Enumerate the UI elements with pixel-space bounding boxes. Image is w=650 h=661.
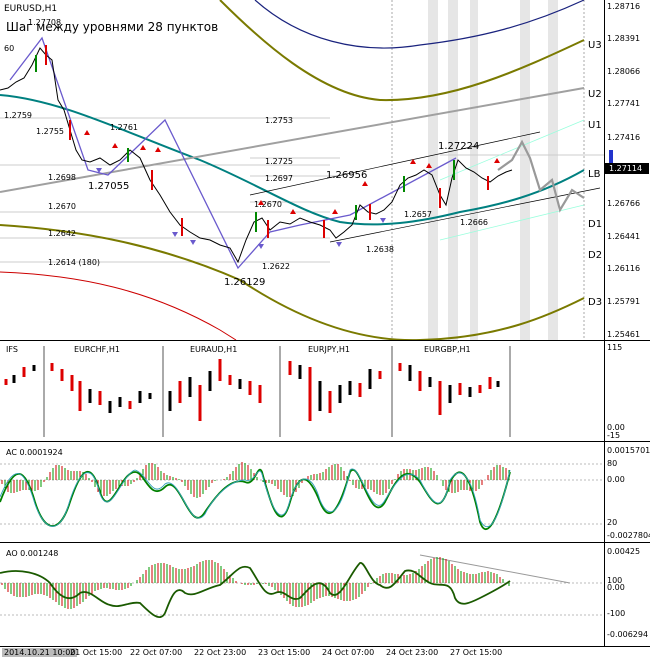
price-label: 1.2753 <box>265 116 293 125</box>
band-label: D3 <box>588 297 603 308</box>
price-label: 1.2670 <box>254 200 282 209</box>
ao-title: AO 0.001248 <box>6 549 59 558</box>
basket-canvas <box>4 346 511 437</box>
ac-axis[interactable]: 0.0015701 80 0.00 20 -0.0027804 <box>604 442 650 542</box>
price-label: 1.27708 <box>28 18 62 27</box>
axis-tick: -0.0027804 <box>607 531 650 540</box>
axis-tick: 0.00 <box>607 423 625 432</box>
basket-symbol: EURCHF,H1 <box>74 345 120 354</box>
axis-tick: 80 <box>607 459 618 468</box>
axis-tick: 0.00 <box>607 583 625 592</box>
basket-symbol: EURGBP,H1 <box>424 345 471 354</box>
axis-tick: 0.00 <box>607 475 625 484</box>
price-label: 1.2761 <box>110 123 138 132</box>
main-chart-pane[interactable]: EURUSD,H1 Шаг между уровнями 28 пунктов … <box>0 0 604 340</box>
price-label: 1.2657 <box>404 210 432 219</box>
axis-tick: 1.28066 <box>607 67 641 76</box>
price-label: 1.2666 <box>460 218 488 227</box>
axis-tick: 1.28391 <box>607 34 641 43</box>
axis-tick: 100 <box>607 576 623 585</box>
band-label: LB <box>588 169 601 180</box>
axis-tick: 20 <box>607 518 618 527</box>
axis-tick: 1.26766 <box>607 199 641 208</box>
ao-axis[interactable]: 0.00425 100 0.00 -100 -0.006294 <box>604 543 650 646</box>
axis-tick: 1.25791 <box>607 297 641 306</box>
band-label: U1 <box>588 120 602 131</box>
time-axis[interactable]: 2014.10.21 10:00 21 Oct 15:00 22 Oct 07:… <box>0 646 650 661</box>
pane-divider[interactable] <box>0 441 650 442</box>
pane-divider[interactable] <box>0 542 650 543</box>
axis-tick: 1.28716 <box>607 2 641 11</box>
time-label: 22 Oct 07:00 <box>130 648 183 657</box>
time-label: 22 Oct 23:00 <box>194 648 247 657</box>
time-label: 23 Oct 15:00 <box>258 648 311 657</box>
axis-tick: 1.26441 <box>607 232 641 241</box>
basket-symbol: EURAUD,H1 <box>190 345 238 354</box>
current-price-tag: 1.27114 <box>605 163 649 174</box>
axis-tick: 1.27741 <box>607 99 641 108</box>
price-label: 1.27055 <box>88 181 130 192</box>
band-label: D1 <box>588 219 603 230</box>
price-label: 1.27224 <box>438 141 480 152</box>
price-label: 1.2698 <box>48 173 76 182</box>
axis-tick: -0.006294 <box>607 630 649 639</box>
price-label: 1.2697 <box>265 174 293 183</box>
ac-pane[interactable]: AC 0.0001924 <box>0 442 604 542</box>
axis-tick: 1.26116 <box>607 264 641 273</box>
ac-canvas <box>0 462 604 531</box>
band-label: U3 <box>588 40 602 51</box>
symbol-title: EURUSD,H1 <box>4 4 58 14</box>
price-label: 1.2759 <box>4 111 32 120</box>
basket-symbol: EURJPY,H1 <box>308 345 351 354</box>
ac-title: AC 0.0001924 <box>6 448 63 457</box>
time-label: 21 Oct 15:00 <box>70 648 123 657</box>
price-label: 1.2614 (180) <box>48 258 101 267</box>
price-label: 1.26956 <box>326 170 368 181</box>
price-label: 1.2725 <box>265 157 293 166</box>
basket-pane[interactable]: IFS EURCHF,H1 EURAUD,H1 EURJPY,H1 EURGBP… <box>0 341 604 441</box>
axis-tick: 1.25461 <box>607 330 641 339</box>
basket-title: IFS <box>6 345 18 354</box>
price-label: 1.2622 <box>262 262 290 271</box>
band-label: D2 <box>588 250 603 261</box>
time-label: 24 Oct 23:00 <box>386 648 439 657</box>
ao-pane[interactable]: AO 0.001248 <box>0 543 604 646</box>
left-level-label: 60 <box>4 44 15 53</box>
price-label: 1.2638 <box>366 245 394 254</box>
axis-tick: 1.27416 <box>607 133 641 142</box>
axis-tick: 115 <box>607 343 623 352</box>
price-label: 1.2670 <box>48 202 76 211</box>
time-label: 27 Oct 15:00 <box>450 648 503 657</box>
price-label: 1.26129 <box>224 277 266 288</box>
ao-canvas <box>0 554 604 618</box>
level-step-note: Шаг между уровнями 28 пунктов <box>6 20 219 34</box>
price-label: 1.2755 <box>36 127 64 136</box>
pane-divider[interactable] <box>0 340 650 341</box>
price-label: 1.2642 <box>48 229 76 238</box>
axis-tick: 0.00425 <box>607 547 641 556</box>
main-chart-canvas <box>0 0 604 340</box>
axis-tick: 0.0015701 <box>607 446 650 455</box>
axis-tick: -100 <box>607 609 626 618</box>
band-label: U2 <box>588 89 602 100</box>
axis-tick: -15 <box>607 431 621 440</box>
basket-axis[interactable]: 115 0.00 -15 <box>604 341 650 441</box>
time-label: 24 Oct 07:00 <box>322 648 375 657</box>
time-label: 2014.10.21 10:00 <box>2 648 78 657</box>
price-marker-icon <box>609 150 613 164</box>
